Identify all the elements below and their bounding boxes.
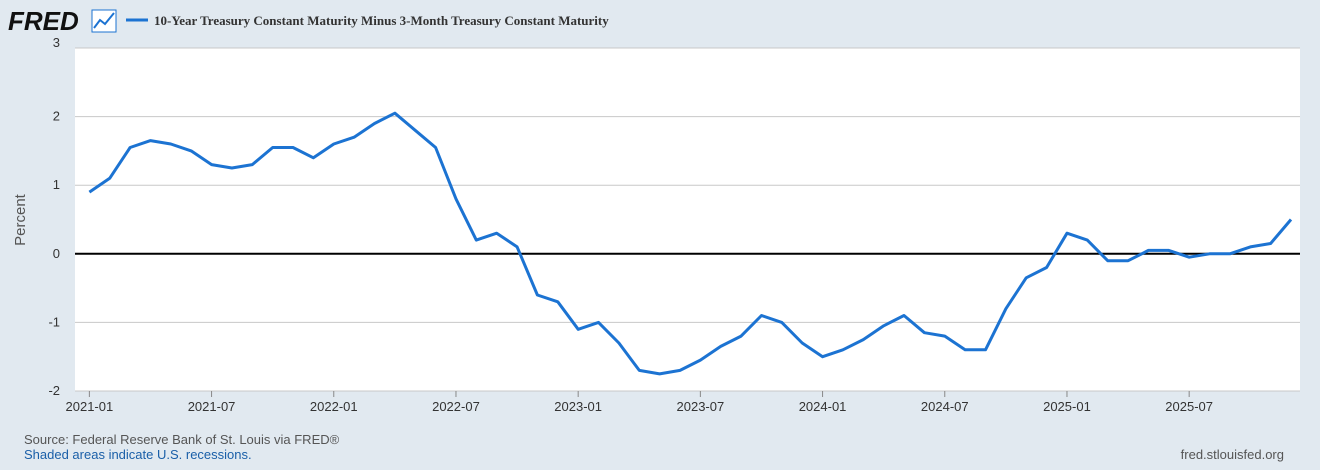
plot-area [75,48,1300,391]
logo: FRED [8,6,79,36]
y-tick-label: 0 [53,246,60,261]
series-line [88,111,1293,376]
x-tick-label: 2023-01 [554,399,602,414]
x-tick-label: 2022-01 [310,399,358,414]
logo-icon [91,9,117,33]
x-tick-label: 2021-01 [66,399,114,414]
legend-label: 10-Year Treasury Constant Maturity Minus… [154,13,609,28]
y-tick-label: 2 [53,109,60,124]
y-axis-label: Percent [12,193,29,246]
source: Source: Federal Reserve Bank of St. Loui… [24,432,340,447]
note: Shaded areas indicate U.S. recessions. [24,447,252,462]
y-tick-label: 1 [53,177,60,192]
x-tick-label: 2024-07 [921,399,969,414]
x-tick-label: 2023-07 [677,399,725,414]
y-tick-label: 3 [53,35,60,50]
x-tick-label: 2021-07 [188,399,236,414]
credit: fred.stlouisfed.org [1181,447,1284,462]
x-tick-label: 2025-07 [1165,399,1213,414]
x-tick-label: 2022-07 [432,399,480,414]
x-tick-label: 2024-01 [799,399,847,414]
y-tick-label: -1 [48,314,60,329]
y-tick-label: -2 [48,383,60,398]
x-tick-label: 2025-01 [1043,399,1091,414]
